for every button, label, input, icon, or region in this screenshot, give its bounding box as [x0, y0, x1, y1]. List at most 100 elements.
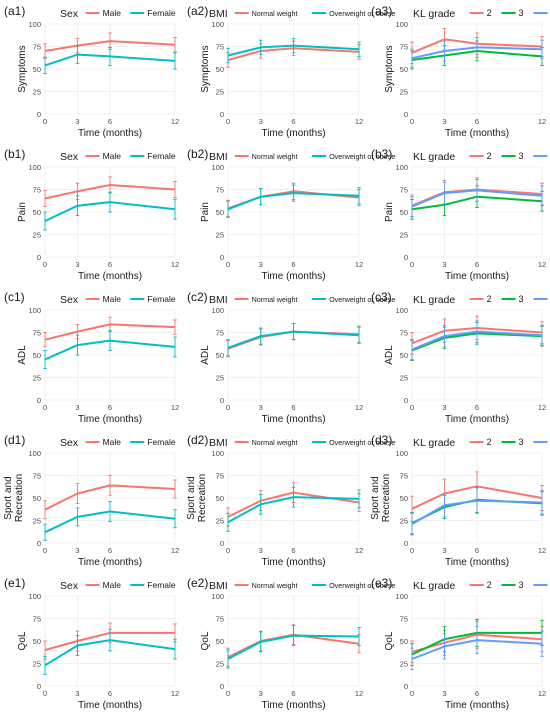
x-tick-label: 3	[259, 403, 263, 412]
y-tick-label: 0	[37, 253, 41, 262]
x-tick-label: 3	[75, 546, 79, 555]
x-axis-label: Time (months)	[445, 271, 509, 282]
legend-entry: Female	[147, 294, 176, 304]
y-tick-label: 75	[216, 43, 224, 52]
x-tick-label: 3	[259, 546, 263, 555]
x-tick-label: 3	[259, 689, 263, 698]
y-axis-label: QoL	[384, 631, 395, 650]
panel-label: (c1)	[4, 290, 25, 304]
x-axis-label: Time (months)	[445, 414, 509, 425]
panel-label: (e2)	[187, 576, 208, 590]
legend-entry: Overweight or obese	[329, 581, 395, 590]
y-tick-label: 50	[216, 351, 224, 360]
y-tick-label: 50	[33, 65, 41, 74]
x-tick-label: 6	[475, 117, 479, 126]
x-tick-label: 6	[475, 403, 479, 412]
x-tick-label: 6	[291, 117, 295, 126]
y-axis-label: Sport andRecreation	[186, 474, 208, 522]
panel-e3: (e3)KL grade234025507510003612Time (mont…	[371, 576, 548, 711]
x-tick-label: 12	[171, 689, 179, 698]
y-tick-label: 50	[400, 494, 408, 503]
legend-title: KL grade	[413, 437, 455, 449]
y-tick-label: 0	[404, 396, 408, 405]
panel-d3: (d3)KL grade234025507510003612Time (mont…	[370, 433, 548, 568]
y-tick-label: 0	[37, 539, 41, 548]
legend-title: KL grade	[413, 151, 455, 163]
panel-label: (b1)	[4, 147, 25, 161]
legend-entry: 3	[519, 151, 524, 161]
series-line	[411, 631, 542, 656]
x-axis-label: Time (months)	[78, 700, 142, 711]
y-tick-label: 100	[211, 163, 224, 172]
legend: BMI Normal weight Overweight or obese	[209, 580, 395, 592]
y-tick-label: 0	[220, 396, 224, 405]
x-axis-label: Time (months)	[445, 128, 509, 139]
y-tick-label: 0	[220, 110, 224, 119]
x-axis-label: Time (months)	[78, 128, 142, 139]
legend-title: Sex	[60, 437, 79, 449]
legend-entry: Normal weight	[252, 9, 298, 18]
y-tick-label: 25	[33, 231, 41, 240]
y-tick-label: 25	[216, 374, 224, 383]
y-tick-label: 25	[33, 374, 41, 383]
series-4	[410, 626, 544, 671]
series-overweight-or-obese	[226, 37, 361, 64]
x-tick-label: 3	[442, 260, 446, 269]
x-tick-label: 0	[410, 117, 414, 126]
y-tick-label: 75	[33, 329, 41, 338]
series-line	[44, 323, 176, 341]
series-line	[44, 631, 175, 651]
panel-label: (c2)	[187, 290, 208, 304]
panel-label: (d2)	[187, 433, 208, 447]
y-tick-label: 75	[216, 329, 224, 338]
series-male	[43, 316, 177, 348]
y-tick-label: 100	[395, 163, 408, 172]
panel-a1: (a1) Sex Male Female 0 25 50 75 100 0 3 6 12 Time (mo…	[4, 4, 179, 139]
y-tick-label: 75	[400, 329, 408, 338]
x-tick-label: 6	[108, 117, 112, 126]
x-tick-label: 12	[355, 546, 363, 555]
series-line	[227, 634, 360, 660]
x-tick-label: 6	[108, 403, 112, 412]
y-tick-label: 75	[216, 615, 224, 624]
y-tick-label: 100	[211, 306, 224, 315]
legend-entry: Female	[147, 580, 176, 590]
x-tick-label: 0	[410, 260, 414, 269]
y-tick-label: 50	[33, 351, 41, 360]
y-tick-label: 0	[404, 253, 408, 262]
x-tick-label: 12	[538, 117, 546, 126]
y-axis-label: ADL	[17, 345, 28, 365]
x-axis-label: Time (months)	[78, 414, 142, 425]
legend-entry: 2	[487, 151, 492, 161]
legend-entry: Male	[103, 580, 122, 590]
panel-b3: (b3)KL grade234025507510003612Time (mont…	[371, 147, 548, 282]
series-line	[44, 510, 176, 534]
series-line	[411, 499, 543, 525]
legend-title: Sex	[60, 294, 79, 306]
y-tick-label: 75	[400, 186, 408, 195]
y-tick-label: 25	[400, 660, 408, 669]
y-tick-label: 100	[28, 306, 41, 315]
x-tick-label: 0	[410, 403, 414, 412]
y-tick-label: 25	[400, 231, 408, 240]
legend-entry: 3	[519, 437, 524, 447]
x-tick-label: 0	[410, 689, 414, 698]
x-tick-label: 12	[355, 117, 363, 126]
x-tick-label: 3	[75, 403, 79, 412]
panel-b2: (b2) BMI Normal weight Overweight or obese 0…	[187, 147, 395, 282]
x-tick-label: 12	[538, 689, 546, 698]
y-tick-label: 25	[33, 660, 41, 669]
panel-label: (a2)	[187, 4, 208, 18]
panel-e1: (e1) Sex Male Female 0 25 50 75 100 0 3 6 12 Time (mo…	[4, 576, 179, 711]
series-line	[411, 189, 543, 208]
legend-entry: Female	[147, 151, 176, 161]
x-tick-label: 0	[226, 546, 230, 555]
y-tick-label: 50	[216, 637, 224, 646]
x-tick-label: 0	[410, 546, 414, 555]
x-tick-label: 3	[75, 260, 79, 269]
legend: BMI Normal weight Overweight or obese	[209, 294, 395, 306]
legend-entry: Male	[103, 8, 122, 18]
series-line	[44, 201, 176, 222]
legend: Sex Male Female	[60, 294, 176, 306]
y-tick-label: 100	[28, 20, 41, 29]
